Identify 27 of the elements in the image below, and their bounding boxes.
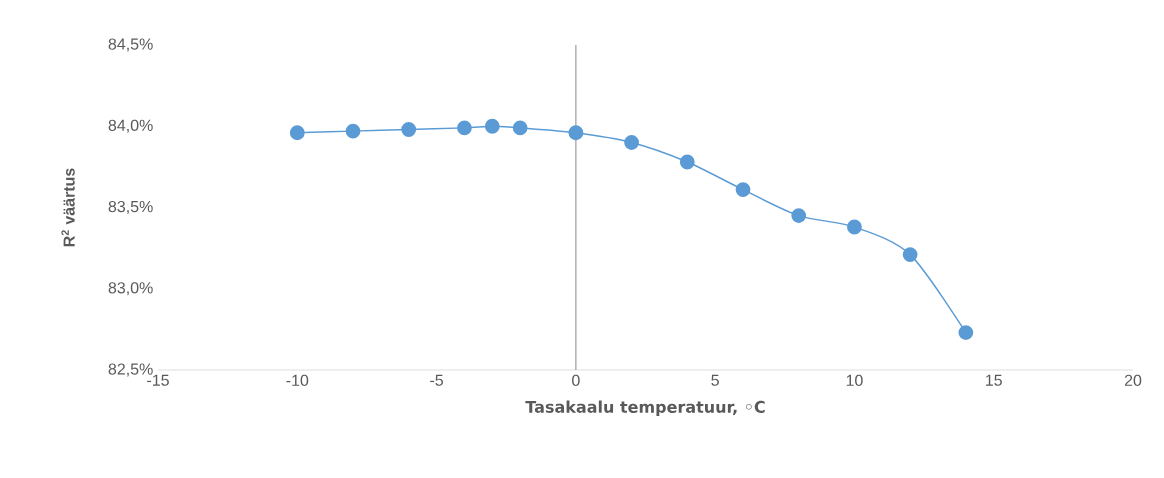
point: [958, 325, 974, 341]
x-tick-label: -5: [430, 374, 444, 386]
point: [791, 208, 807, 224]
x-tick-label: -10: [286, 374, 309, 387]
y-tick-label: 84,0%: [108, 119, 153, 133]
point: [735, 182, 751, 198]
y-axis-title: R$^{2}$ väärtus: [61, 168, 75, 247]
x-tick-label: 15: [986, 374, 1002, 386]
x-tick-label: 5: [711, 374, 719, 386]
y-tick-label: 83,0%: [108, 282, 153, 296]
x-tick-label: 10: [846, 374, 863, 387]
y-tick-label: 83,5%: [108, 200, 153, 215]
point: [847, 219, 862, 235]
point: [512, 120, 528, 136]
x-tick-label: 0: [572, 374, 580, 387]
point: [289, 125, 305, 141]
point: [457, 120, 472, 136]
point: [568, 125, 584, 141]
point: [902, 247, 918, 263]
point: [401, 122, 417, 137]
x-tick-label: 20: [1124, 374, 1142, 387]
y-tick-label: 84,5%: [108, 38, 153, 52]
point: [484, 118, 500, 134]
point: [624, 135, 639, 150]
point: [679, 154, 695, 170]
point: [345, 123, 361, 139]
x-axis-title: Tasakaalu temperatuur, ◦C: [525, 400, 765, 416]
